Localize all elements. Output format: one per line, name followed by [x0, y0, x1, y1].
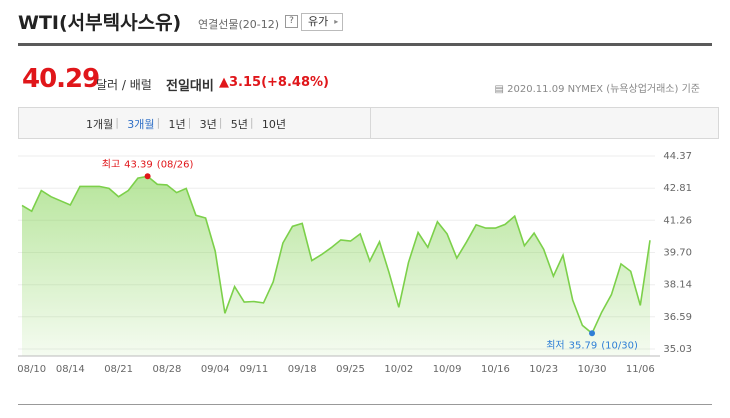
tab[interactable]: 1년 — [168, 118, 186, 131]
date: 2020.11.09 — [507, 84, 565, 95]
x-tick-label: 08/10 — [17, 364, 46, 375]
max-point — [144, 173, 151, 180]
doc-icon: ▤ — [494, 84, 508, 95]
tab-separator: | — [115, 116, 119, 129]
oil-button[interactable]: 유가 ▸ — [301, 13, 344, 31]
subtitle: 연결선물(20-12) — [198, 18, 280, 31]
x-tick-label: 09/11 — [239, 364, 268, 375]
tab[interactable]: 5년 — [230, 118, 248, 131]
y-tick-label: 36.59 — [663, 312, 692, 323]
annotation-part: 43.39 — [124, 159, 153, 170]
min-point — [589, 330, 596, 337]
annotation-part: (08/26) — [157, 159, 194, 170]
price: 40.29 — [22, 64, 100, 94]
change-pct: (+8.48%) — [261, 75, 329, 90]
change: ▲3.15(+8.48%) — [219, 75, 329, 90]
button-label: 유가 — [308, 15, 329, 28]
x-tick-label: 10/23 — [529, 364, 558, 375]
up-icon: ▲ — [219, 75, 229, 90]
tab[interactable]: 3년 — [199, 118, 217, 131]
tab-separator: | — [249, 116, 254, 129]
annotation-part: (10/30) — [601, 340, 638, 351]
tab[interactable]: 3개월 — [127, 118, 155, 131]
bottom-rule — [18, 404, 712, 405]
annotation-part: 35.79 — [569, 340, 598, 351]
as-of: ▤ 2020.11.09 NYMEX (뉴욕상업거래소) 기준 — [495, 80, 700, 95]
tab-bar — [18, 107, 719, 139]
y-tick-label: 41.26 — [663, 215, 692, 226]
x-tick-label: 08/21 — [104, 364, 133, 375]
annotation-part: 최고 — [102, 158, 120, 170]
header-rule — [18, 43, 712, 46]
x-tick-label: 08/28 — [153, 364, 182, 375]
x-tick-label: 09/04 — [201, 364, 230, 375]
tab-separator: | — [218, 116, 223, 129]
exchange: NYMEX (뉴욕상업거래소) — [567, 84, 679, 95]
x-tick-label: 10/02 — [384, 364, 413, 375]
y-tick-label: 39.70 — [663, 248, 692, 259]
arrow-icon: ▸ — [334, 17, 339, 26]
y-tick-label: 42.81 — [663, 183, 692, 194]
x-tick-label: 10/09 — [433, 364, 462, 375]
tab-separator: | — [187, 116, 192, 129]
area-fill — [22, 176, 650, 356]
basis: 기준 — [681, 84, 700, 95]
title: WTI(서부텍사스유) — [18, 12, 182, 34]
x-tick-label: 11/06 — [626, 364, 655, 375]
tab[interactable]: 1개월 — [86, 118, 114, 131]
change-label: 전일대비 — [166, 79, 214, 94]
x-tick-label: 10/16 — [481, 364, 510, 375]
min-annotation: 최저 35.79 (10/30) — [546, 339, 638, 351]
tab-separator: | — [156, 116, 161, 129]
chart: 35.03 36.59 38.14 39.70 41.26 42.81 44.37 08/10… — [17, 151, 692, 375]
x-tick-label: 09/18 — [288, 364, 317, 375]
y-tick-label: 35.03 — [663, 344, 692, 355]
y-tick-label: 38.14 — [663, 280, 692, 291]
max-annotation: 최고 43.39 (08/26) — [102, 158, 194, 170]
x-tick-label: 10/30 — [578, 364, 607, 375]
x-tick-label: 09/25 — [336, 364, 365, 375]
tab[interactable]: 10년 — [261, 118, 286, 131]
help-icon[interactable]: ? — [285, 15, 298, 28]
line — [21, 175, 651, 335]
unit: 달러 / 배럴 — [96, 78, 152, 92]
tab-divider — [370, 108, 371, 138]
x-tick-label: 08/14 — [56, 364, 85, 375]
annotation-part: 최저 — [546, 339, 564, 351]
change-value: 3.15 — [229, 75, 262, 90]
y-tick-label: 44.37 — [663, 151, 692, 162]
